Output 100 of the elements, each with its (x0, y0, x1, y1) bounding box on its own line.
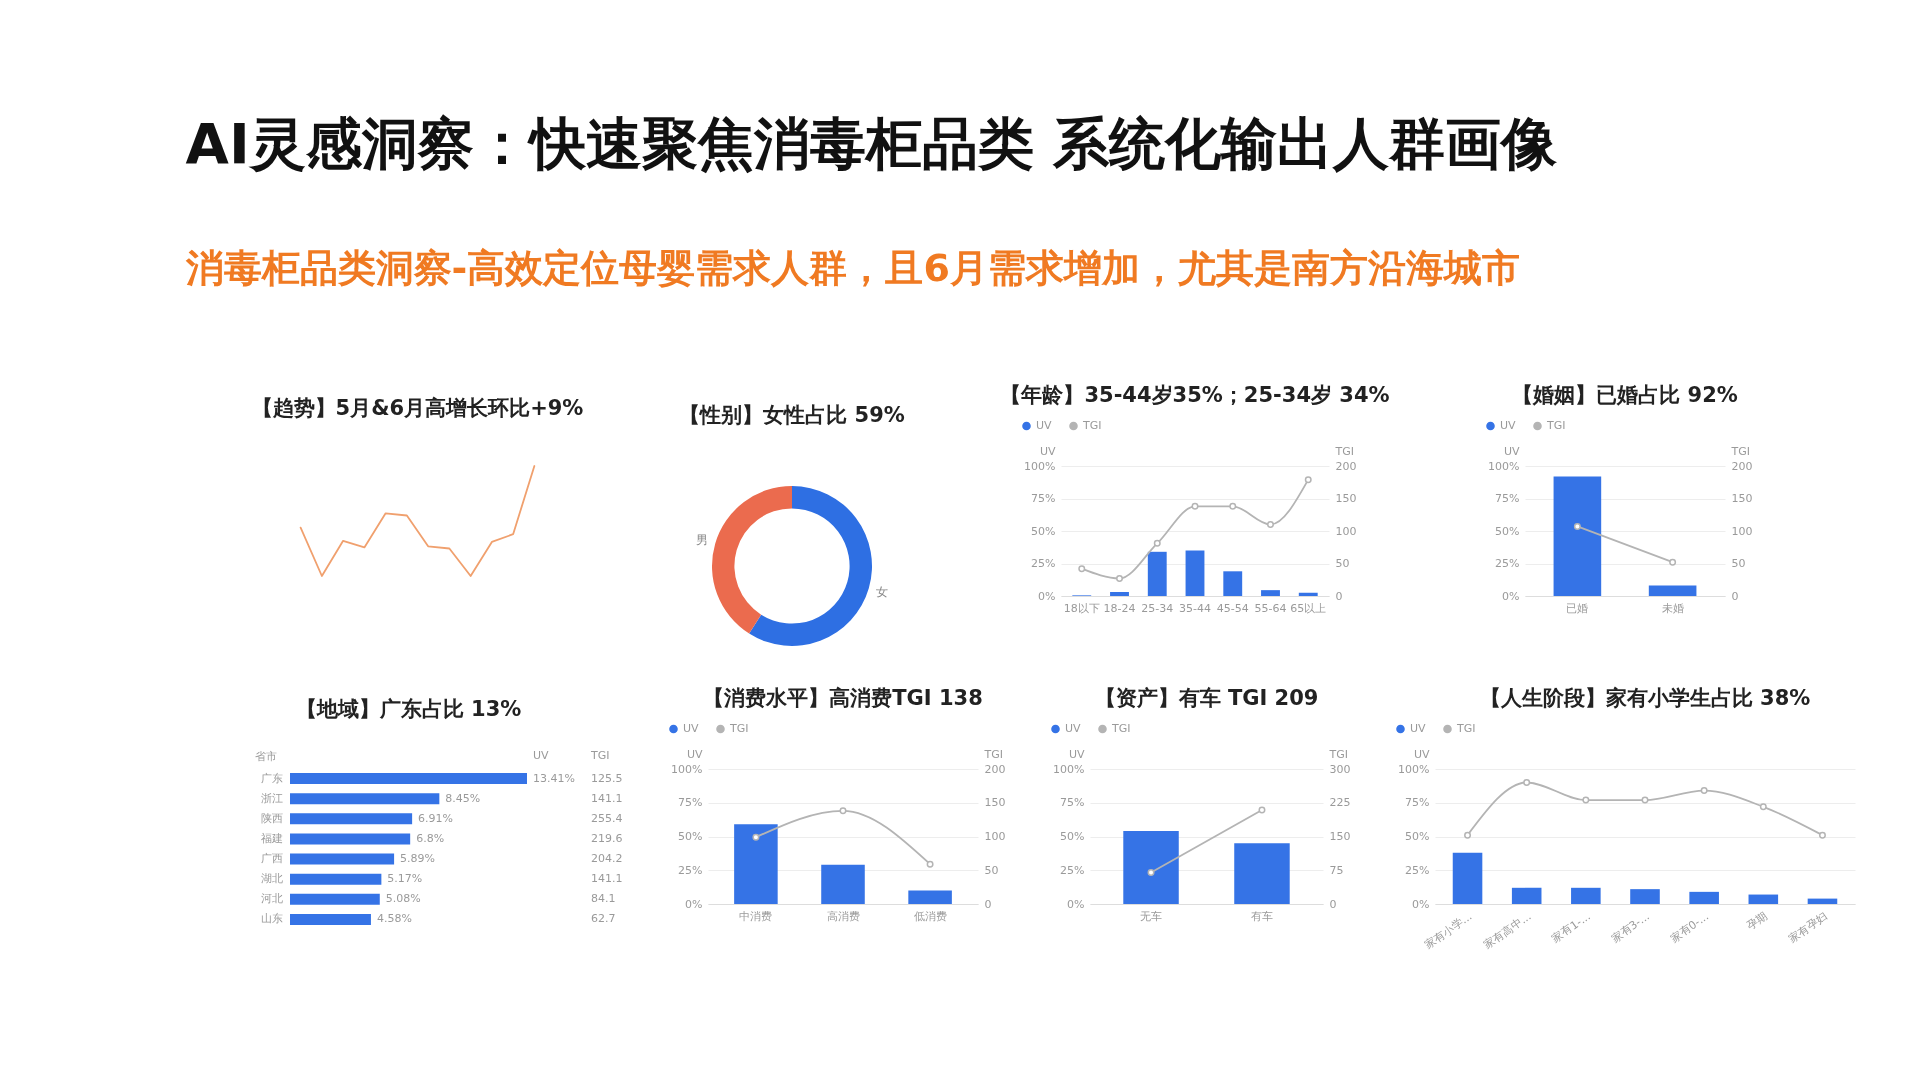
y-tick-label: 0% (1412, 897, 1430, 911)
y2-tick-label: 150 (1335, 492, 1357, 505)
y-tick-label: 50% (1495, 524, 1520, 538)
data-label: 5.89% (400, 852, 436, 866)
bar (1511, 887, 1542, 904)
x-tick-label: 35-44 (1179, 601, 1211, 615)
legend-label: TGI (1082, 418, 1102, 432)
chart-title: 【人生阶段】家有小学生占比 38% (1479, 686, 1811, 710)
legend-label: UV (1036, 418, 1053, 432)
donut-slice (749, 486, 872, 646)
y2-tick-label: 150 (1329, 830, 1351, 843)
bar (1571, 887, 1601, 904)
legend-label: TGI (1111, 721, 1131, 735)
legend-label: UV (1410, 721, 1427, 735)
y-tick-label: 0% (685, 897, 703, 911)
y-tick-label: 陕西 (260, 811, 283, 825)
point (1116, 574, 1123, 582)
y2-axis-title: TGI (1730, 444, 1750, 458)
x-tick-label: 家有3-... (1608, 909, 1652, 946)
x-tick-label: 25-34 (1141, 601, 1174, 615)
data-label: 13.41% (533, 771, 575, 785)
bar (1147, 551, 1167, 596)
point (1153, 539, 1161, 547)
bar (290, 893, 380, 905)
point (1582, 796, 1590, 804)
bar (1110, 592, 1129, 596)
text: 消毒柜品类洞察-高效定位母婴需求人群，且6月需求增加，尤其是南方沿海城市 (184, 246, 1520, 290)
y2-tick-label: 0 (1335, 589, 1343, 603)
y2-axis-title: TGI (1328, 747, 1348, 761)
y-tick-label: 100% (671, 762, 703, 776)
bar (908, 890, 952, 904)
y-axis-title: UV (686, 747, 703, 761)
y-tick-label: 75% (678, 796, 703, 810)
x-tick-label: 未婚 (1661, 601, 1684, 615)
y2-tick-label: 0 (1329, 897, 1337, 911)
y2-tick-label: 225 (1329, 796, 1351, 810)
text: 255.4 (591, 811, 623, 825)
x-tick-label: 有车 (1250, 909, 1273, 923)
x-tick-label: 孕期 (1744, 909, 1771, 933)
y2-tick-label: 150 (984, 796, 1006, 810)
x-tick-label: 家有高中... (1481, 909, 1534, 952)
text: 204.2 (591, 852, 623, 866)
y-tick-label: 福建 (260, 831, 283, 845)
y-tick-label: 75% (1060, 796, 1085, 810)
y-tick-label: 50% (1060, 830, 1085, 843)
legend-label: TGI (1456, 721, 1476, 735)
x-tick-label: 中消费 (739, 909, 773, 923)
slice-label: 男 (695, 532, 708, 547)
point (839, 807, 847, 815)
point (1267, 521, 1274, 528)
bar (821, 864, 865, 904)
y2-tick-label: 0 (984, 897, 992, 911)
point (1464, 831, 1472, 839)
y-tick-label: 50% (678, 830, 703, 843)
bar (290, 833, 411, 845)
data-label: 5.17% (387, 872, 423, 886)
x-tick-label: 低消费 (913, 909, 947, 923)
y-tick-label: 湖北 (260, 872, 283, 886)
x-tick-label: 家有0-... (1667, 909, 1712, 946)
point (752, 833, 760, 841)
y2-tick-label: 100 (1335, 524, 1357, 538)
bar (1298, 592, 1318, 596)
y-tick-label: 25% (1495, 557, 1520, 570)
y2-tick-label: 50 (984, 863, 999, 877)
legend-label: UV (1500, 418, 1517, 432)
y-tick-label: 50% (1031, 524, 1056, 538)
data-label: 5.08% (385, 892, 421, 906)
chart-title: 【趋势】5月&6月高增长环比+9% (251, 396, 584, 421)
point (1700, 787, 1708, 795)
chart-title: 【婚姻】已婚占比 92% (1512, 383, 1738, 407)
bar (290, 853, 395, 865)
x-tick-label: 45-54 (1216, 601, 1249, 615)
text: 62.7 (591, 912, 616, 926)
series-label: UV (533, 749, 550, 762)
y2-tick-label: 100 (984, 830, 1006, 843)
y-tick-label: 25% (1405, 863, 1430, 877)
bar (1261, 590, 1280, 596)
y-axis-title: UV (1068, 747, 1085, 761)
y-tick-label: 25% (678, 863, 703, 877)
y-tick-label: 浙江 (260, 791, 283, 805)
y-tick-label: 河北 (260, 892, 283, 906)
y-tick-label: 25% (1031, 557, 1056, 570)
y-tick-label: 广东 (260, 771, 283, 785)
x-tick-label: 家有孕妇 (1785, 909, 1830, 946)
point (1759, 803, 1767, 811)
bar (290, 873, 382, 885)
point (1818, 831, 1826, 839)
y-tick-label: 50% (1405, 830, 1430, 843)
text: 219.6 (591, 831, 623, 845)
point (1229, 502, 1237, 510)
x-tick-label: 18-24 (1103, 601, 1136, 615)
bar (290, 793, 440, 805)
text: 141.1 (591, 872, 623, 886)
y2-tick-label: 75 (1329, 863, 1344, 877)
x-tick-label: 家有1-... (1549, 909, 1593, 946)
point (1523, 779, 1531, 786)
y-axis-title: 省市 (254, 749, 277, 763)
chart-title: 【资产】有车 TGI 209 (1094, 686, 1319, 710)
data-label: 6.8% (416, 831, 445, 845)
y2-tick-label: 200 (1335, 459, 1357, 473)
